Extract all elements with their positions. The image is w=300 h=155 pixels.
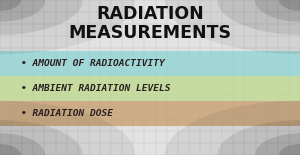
Ellipse shape [165, 101, 300, 155]
Ellipse shape [0, 133, 45, 155]
Ellipse shape [0, 0, 82, 35]
Text: • AMOUNT OF RADIOACTIVITY: • AMOUNT OF RADIOACTIVITY [21, 59, 165, 68]
Ellipse shape [165, 0, 300, 54]
Ellipse shape [218, 120, 300, 155]
Ellipse shape [0, 120, 82, 155]
Bar [0, 101, 300, 126]
Text: • AMBIENT RADIATION LEVELS: • AMBIENT RADIATION LEVELS [21, 84, 170, 93]
Ellipse shape [0, 0, 21, 11]
Ellipse shape [218, 0, 300, 35]
Ellipse shape [0, 0, 45, 22]
Ellipse shape [255, 133, 300, 155]
Ellipse shape [279, 0, 300, 11]
Ellipse shape [0, 0, 135, 54]
Bar [0, 76, 300, 101]
Text: RADIATION
MEASUREMENTS: RADIATION MEASUREMENTS [68, 5, 232, 42]
Ellipse shape [0, 144, 21, 155]
Ellipse shape [255, 0, 300, 22]
Text: • RADIATION DOSE: • RADIATION DOSE [21, 109, 113, 118]
Bar [0, 51, 300, 76]
Ellipse shape [0, 101, 135, 155]
Ellipse shape [279, 144, 300, 155]
